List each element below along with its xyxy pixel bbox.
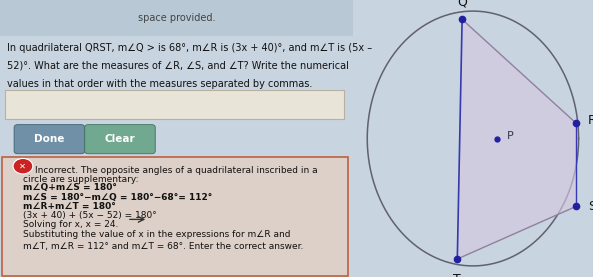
Text: 52)°. What are the measures of ∠R, ∠S, and ∠T? Write the numerical: 52)°. What are the measures of ∠R, ∠S, a… <box>7 61 349 71</box>
Text: T: T <box>454 273 461 277</box>
Text: ✕: ✕ <box>20 161 27 170</box>
Text: space provided.: space provided. <box>138 13 215 23</box>
FancyBboxPatch shape <box>2 157 347 276</box>
Text: S: S <box>588 200 593 213</box>
Text: Clear: Clear <box>104 134 135 144</box>
FancyBboxPatch shape <box>85 125 155 154</box>
Text: m∠R+m∠T = 180°: m∠R+m∠T = 180° <box>23 202 116 211</box>
Text: Done: Done <box>34 134 65 144</box>
Text: m∠Q+m∠S = 180°: m∠Q+m∠S = 180° <box>23 183 117 192</box>
Text: Solving for x, x = 24.: Solving for x, x = 24. <box>23 220 119 229</box>
Text: P: P <box>506 131 514 141</box>
Polygon shape <box>457 19 576 259</box>
Text: R: R <box>588 114 593 127</box>
Text: values in that order with the measures separated by commas.: values in that order with the measures s… <box>7 79 313 89</box>
Circle shape <box>13 158 33 174</box>
FancyBboxPatch shape <box>0 0 353 36</box>
FancyBboxPatch shape <box>14 125 85 154</box>
Text: m∠S = 180°−m∠Q = 180°−68°= 112°: m∠S = 180°−m∠Q = 180°−68°= 112° <box>23 193 212 201</box>
Text: m∠T, m∠R = 112° and m∠T = 68°. Enter the correct answer.: m∠T, m∠R = 112° and m∠T = 68°. Enter the… <box>23 242 303 250</box>
Text: circle are supplementary:: circle are supplementary: <box>23 175 138 183</box>
Text: Incorrect. The opposite angles of a quadrilateral inscribed in a: Incorrect. The opposite angles of a quad… <box>35 166 318 175</box>
Text: Substituting the value of x in the expressions for m∠R and: Substituting the value of x in the expre… <box>23 230 291 239</box>
FancyBboxPatch shape <box>5 90 344 119</box>
Text: (3x + 40) + (5x − 52) = 180°: (3x + 40) + (5x − 52) = 180° <box>23 211 157 220</box>
Text: In quadrilateral QRST, m∠Q > is 68°, m∠R is (3x + 40)°, and m∠T is (5x –: In quadrilateral QRST, m∠Q > is 68°, m∠R… <box>7 43 372 53</box>
Text: Q: Q <box>457 0 467 8</box>
